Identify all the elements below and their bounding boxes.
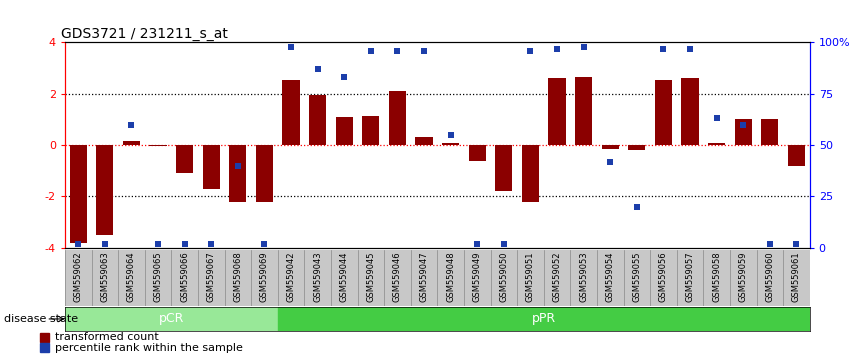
Point [284, 44, 298, 50]
Text: pCR: pCR [158, 313, 184, 325]
Text: GSM559042: GSM559042 [287, 251, 295, 302]
Bar [389, 91, 406, 145]
Bar [40, 333, 49, 342]
Point [523, 48, 537, 53]
Point [337, 75, 351, 80]
Text: GSM559057: GSM559057 [686, 251, 695, 302]
Text: GSM559060: GSM559060 [766, 251, 774, 302]
Text: GDS3721 / 231211_s_at: GDS3721 / 231211_s_at [61, 28, 228, 41]
Bar [96, 145, 113, 235]
Bar [575, 77, 592, 145]
Text: GSM559065: GSM559065 [153, 251, 163, 302]
Bar [229, 145, 247, 201]
Text: GSM559054: GSM559054 [605, 251, 615, 302]
Point [71, 241, 85, 246]
Text: GSM559059: GSM559059 [739, 251, 747, 302]
Text: GSM559053: GSM559053 [579, 251, 588, 302]
Text: GSM559050: GSM559050 [500, 251, 508, 302]
Point [311, 66, 325, 72]
Bar [655, 80, 672, 145]
Point [417, 48, 431, 53]
Point [364, 48, 378, 53]
Text: GSM559056: GSM559056 [659, 251, 668, 302]
Text: GSM559068: GSM559068 [233, 251, 242, 302]
Bar [69, 145, 87, 243]
Point [550, 46, 564, 51]
Text: percentile rank within the sample: percentile rank within the sample [55, 343, 243, 353]
Text: GSM559049: GSM559049 [473, 251, 481, 302]
Text: GSM559066: GSM559066 [180, 251, 189, 302]
Bar [282, 80, 300, 145]
Text: GSM559045: GSM559045 [366, 251, 375, 302]
Bar [682, 79, 699, 145]
Text: GSM559048: GSM559048 [446, 251, 456, 302]
Point [257, 241, 271, 246]
Bar [65, 307, 278, 331]
Text: GSM559067: GSM559067 [207, 251, 216, 302]
Text: GSM559051: GSM559051 [526, 251, 535, 302]
Text: GSM559064: GSM559064 [127, 251, 136, 302]
Bar [416, 137, 433, 145]
Text: transformed count: transformed count [55, 332, 159, 342]
Bar [548, 79, 565, 145]
Point [736, 122, 750, 127]
Text: GSM559046: GSM559046 [393, 251, 402, 302]
Point [577, 44, 591, 50]
Bar [761, 120, 779, 145]
Text: GSM559055: GSM559055 [632, 251, 642, 302]
Point [231, 163, 245, 169]
Bar [40, 343, 49, 352]
Point [790, 241, 804, 246]
Bar [123, 141, 140, 145]
Point [709, 116, 723, 121]
Bar [708, 143, 725, 145]
Bar [442, 143, 459, 145]
Bar [278, 307, 810, 331]
Text: pPR: pPR [532, 313, 556, 325]
Text: GSM559044: GSM559044 [339, 251, 349, 302]
Point [443, 132, 457, 138]
Bar [150, 145, 166, 147]
Bar [522, 145, 539, 201]
Text: GSM559062: GSM559062 [74, 251, 83, 302]
Bar [176, 145, 193, 173]
Bar [336, 117, 352, 145]
Point [470, 241, 484, 246]
Bar [255, 145, 273, 201]
Bar [628, 145, 645, 150]
Text: disease state: disease state [4, 314, 79, 324]
Point [151, 241, 165, 246]
Text: GSM559058: GSM559058 [712, 251, 721, 302]
Text: GSM559052: GSM559052 [553, 251, 561, 302]
Bar [469, 145, 486, 161]
Point [683, 46, 697, 51]
Bar [495, 145, 513, 191]
Point [391, 48, 404, 53]
Bar [203, 145, 220, 189]
Bar [309, 95, 326, 145]
Text: GSM559063: GSM559063 [100, 251, 109, 302]
Point [763, 241, 777, 246]
Text: GSM559047: GSM559047 [419, 251, 429, 302]
Point [630, 204, 643, 210]
Bar [362, 116, 379, 145]
Text: GSM559069: GSM559069 [260, 251, 269, 302]
Point [125, 122, 139, 127]
Point [178, 241, 191, 246]
Point [497, 241, 511, 246]
Point [204, 241, 218, 246]
Point [656, 46, 670, 51]
Bar [602, 145, 619, 149]
Text: GSM559043: GSM559043 [313, 251, 322, 302]
Point [98, 241, 112, 246]
Text: GSM559061: GSM559061 [792, 251, 801, 302]
Bar [788, 145, 805, 166]
Point [604, 159, 617, 164]
Bar [734, 120, 752, 145]
